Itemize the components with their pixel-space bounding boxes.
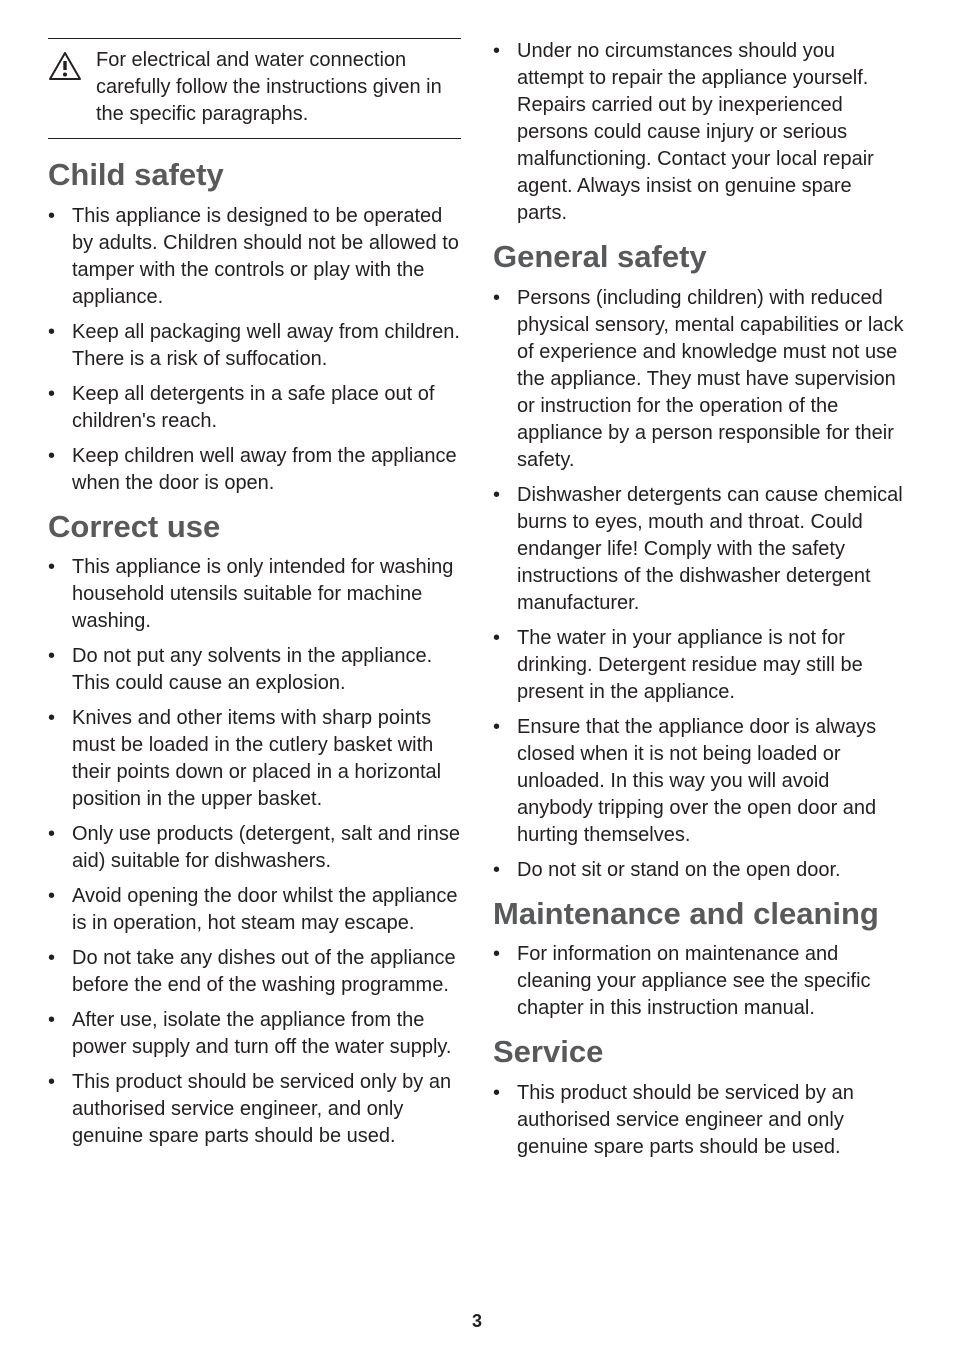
page-number: 3 bbox=[0, 1311, 954, 1332]
list-item: This product should be serviced only by … bbox=[48, 1069, 461, 1150]
list-item: Keep all detergents in a safe place out … bbox=[48, 381, 461, 435]
list-item: Dishwasher detergents can cause chemical… bbox=[493, 482, 906, 617]
list-item: Under no circumstances should you attemp… bbox=[493, 38, 906, 227]
list-service: This product should be serviced by an au… bbox=[493, 1080, 906, 1161]
list-item: This product should be serviced by an au… bbox=[493, 1080, 906, 1161]
list-item: Avoid opening the door whilst the applia… bbox=[48, 883, 461, 937]
list-item: Only use products (detergent, salt and r… bbox=[48, 821, 461, 875]
list-item: Do not take any dishes out of the applia… bbox=[48, 945, 461, 999]
list-general-safety: Persons (including children) with reduce… bbox=[493, 285, 906, 884]
list-item: Do not put any solvents in the appliance… bbox=[48, 643, 461, 697]
list-item: Knives and other items with sharp points… bbox=[48, 705, 461, 813]
list-item: Keep children well away from the applian… bbox=[48, 443, 461, 497]
list-maintenance: For information on maintenance and clean… bbox=[493, 941, 906, 1022]
notice-box: For electrical and water connection care… bbox=[48, 38, 461, 139]
heading-service: Service bbox=[493, 1034, 906, 1070]
warning-triangle-icon bbox=[48, 51, 82, 128]
heading-maintenance: Maintenance and cleaning bbox=[493, 896, 906, 932]
notice-text: For electrical and water connection care… bbox=[96, 47, 461, 128]
heading-child-safety: Child safety bbox=[48, 157, 461, 193]
heading-general-safety: General safety bbox=[493, 239, 906, 275]
list-item: For information on maintenance and clean… bbox=[493, 941, 906, 1022]
list-item: This appliance is designed to be operate… bbox=[48, 203, 461, 311]
list-item: Persons (including children) with reduce… bbox=[493, 285, 906, 474]
list-item: Ensure that the appliance door is always… bbox=[493, 714, 906, 849]
list-item: After use, isolate the appliance from th… bbox=[48, 1007, 461, 1061]
list-item: Do not sit or stand on the open door. bbox=[493, 857, 906, 884]
list-child-safety: This appliance is designed to be operate… bbox=[48, 203, 461, 497]
heading-correct-use: Correct use bbox=[48, 509, 461, 545]
list-item: The water in your appliance is not for d… bbox=[493, 625, 906, 706]
list-item: Keep all packaging well away from childr… bbox=[48, 319, 461, 373]
list-item: This appliance is only intended for wash… bbox=[48, 554, 461, 635]
